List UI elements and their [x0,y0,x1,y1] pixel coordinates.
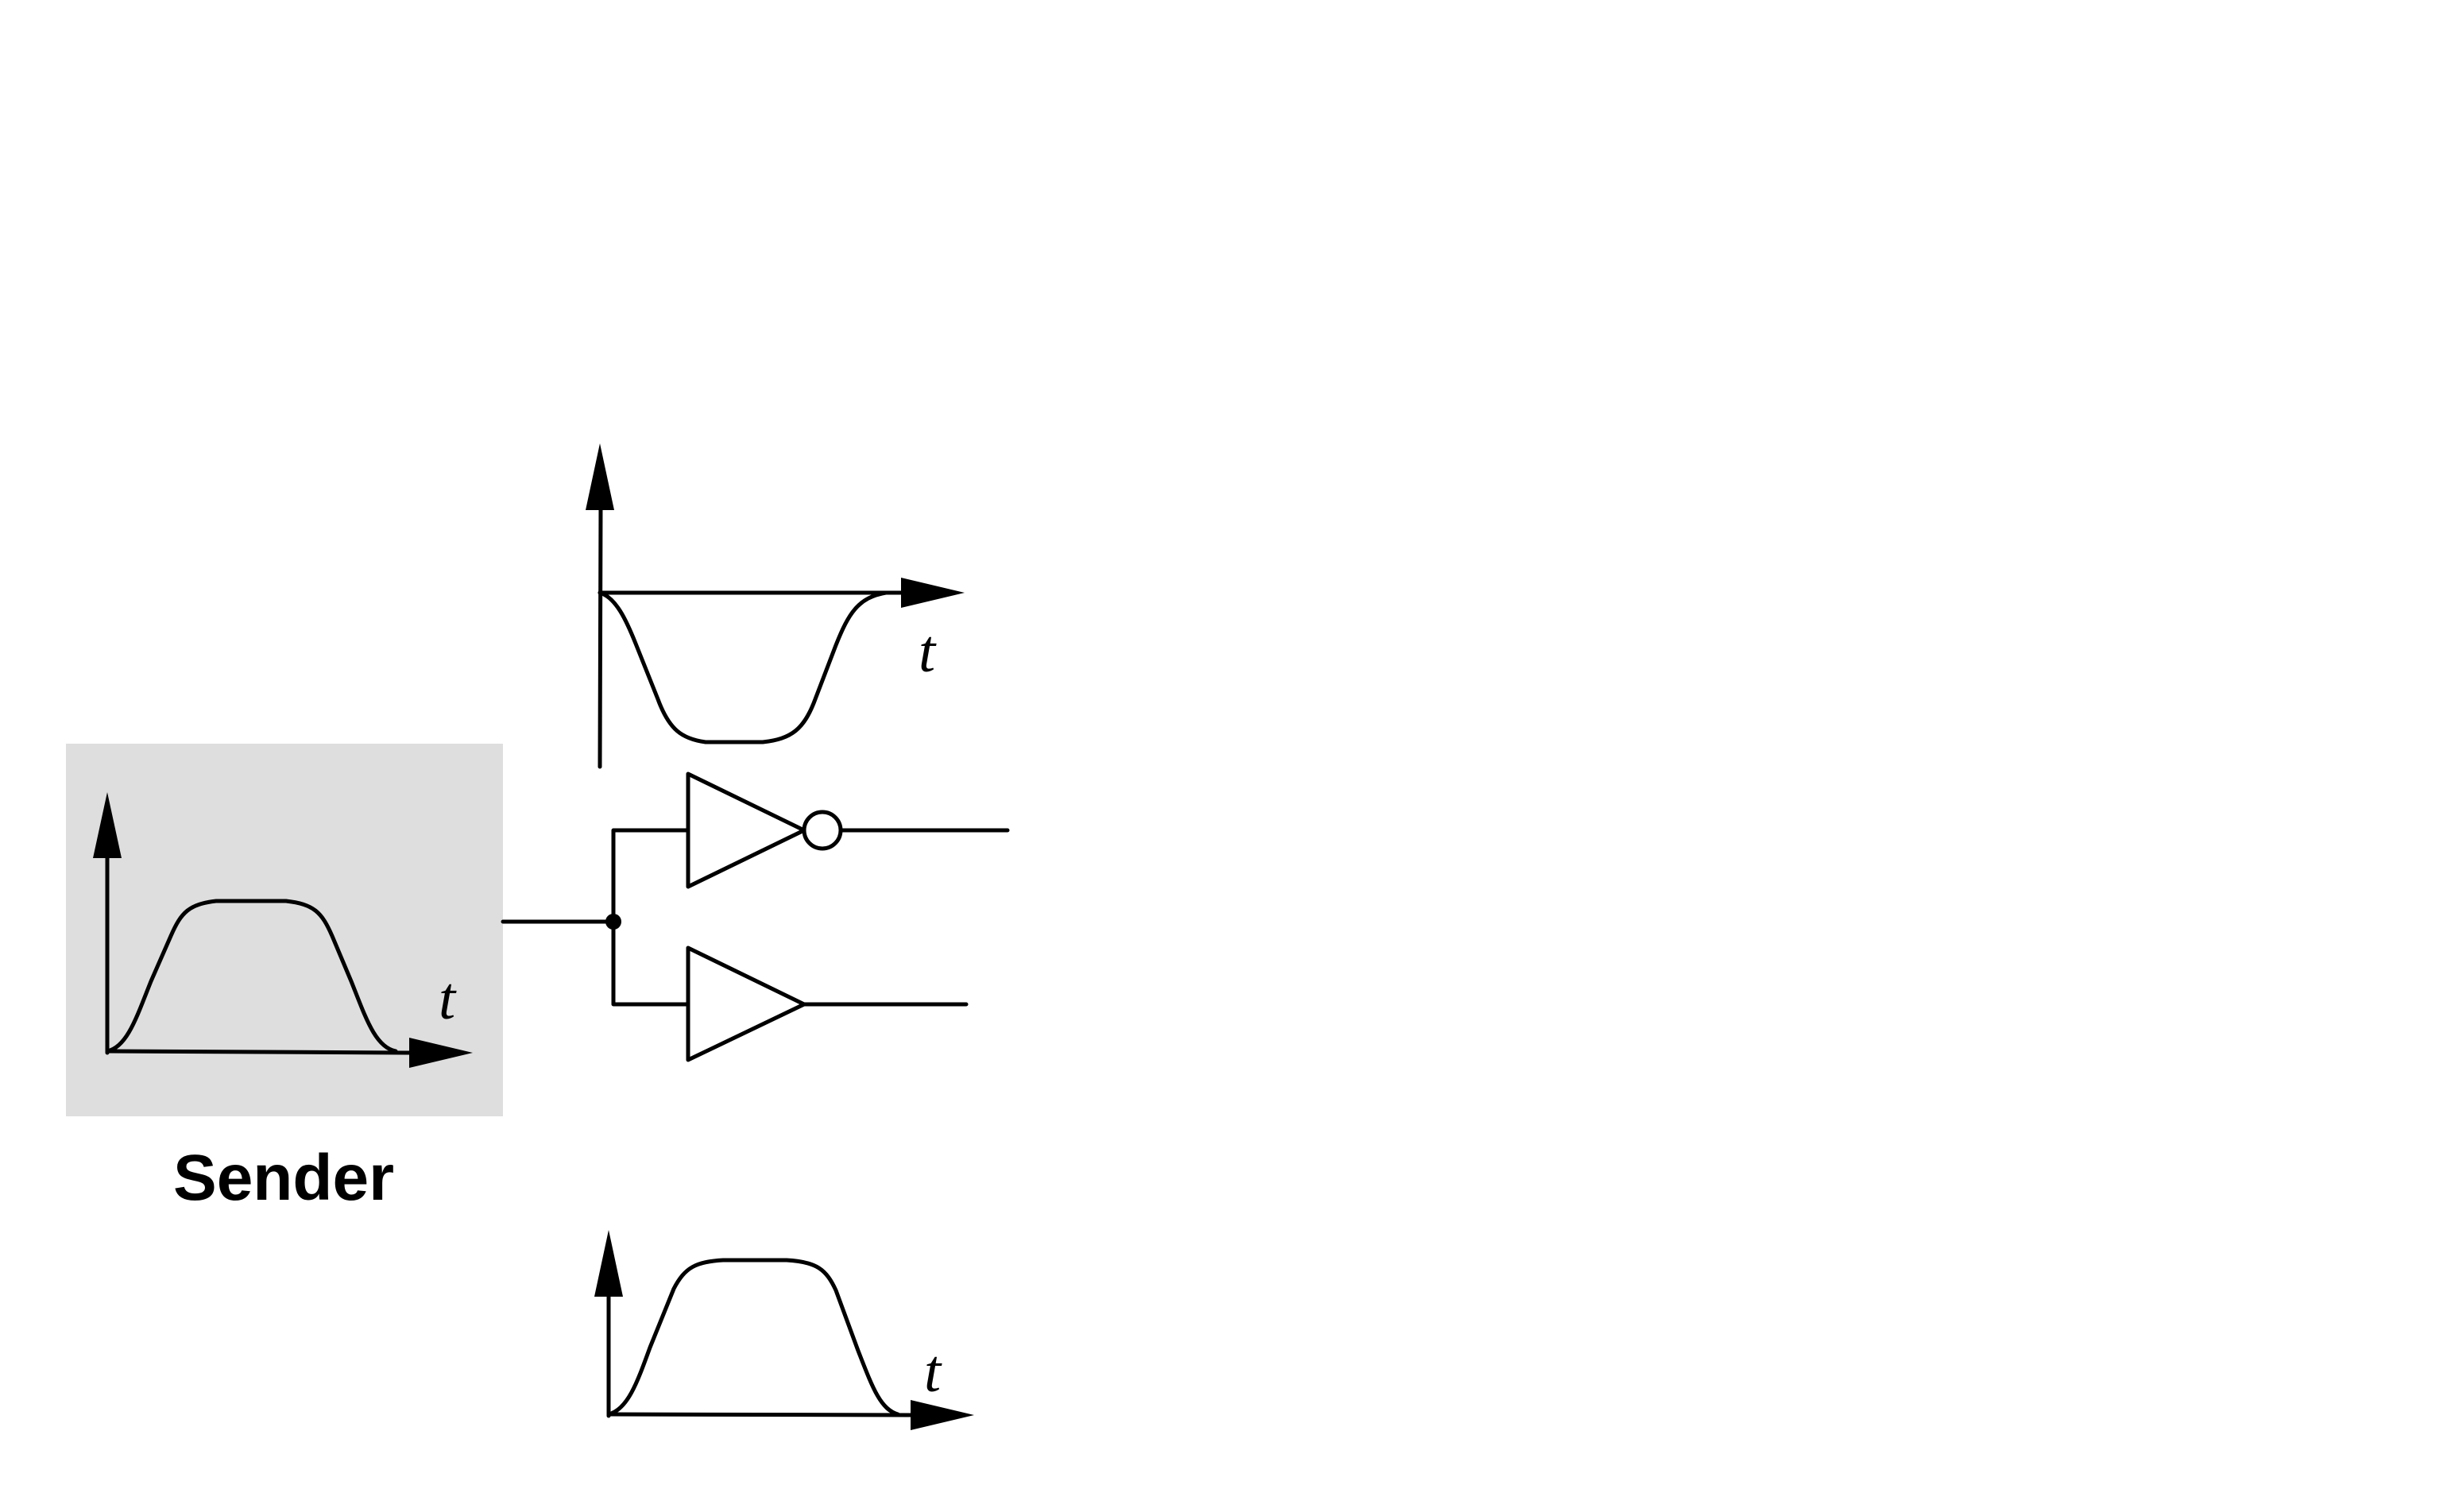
inverted-y-axis [598,502,603,769]
sender-axis-label: t [439,965,457,1032]
non-inverting-driver-triangle [686,945,806,1062]
non-inverted-signal-plot: t [594,1230,974,1430]
splitter-wiring [501,828,690,1007]
non-inverted-axis-label: t [924,1338,942,1405]
non-inverted-x-arrowhead [911,1400,974,1430]
inverted-axis-label: t [919,618,937,685]
non-inverting-driver [686,945,969,1062]
sender-waveform [105,899,398,1054]
non-inverted-y-arrowhead [594,1230,623,1297]
sender-block: t [66,744,503,1116]
inverted-waveform [598,590,888,744]
sender-label: Sender [173,1142,394,1214]
inversion-bubble [802,810,843,851]
inverted-y-arrowhead [586,443,614,510]
inverting-driver-triangle [686,771,806,889]
lower-branch-wire [611,919,690,1007]
sender-x-arrowhead [409,1038,473,1068]
non-inverted-waveform [606,1258,900,1417]
sender-x-axis [105,1049,416,1055]
sender-y-arrowhead [93,792,122,858]
upper-branch-wire [611,828,690,924]
non-inverted-x-axis [606,1412,913,1417]
inverting-driver [686,771,1010,889]
inverted-signal-plot: t [586,443,965,769]
inverted-x-arrowhead [901,578,965,608]
